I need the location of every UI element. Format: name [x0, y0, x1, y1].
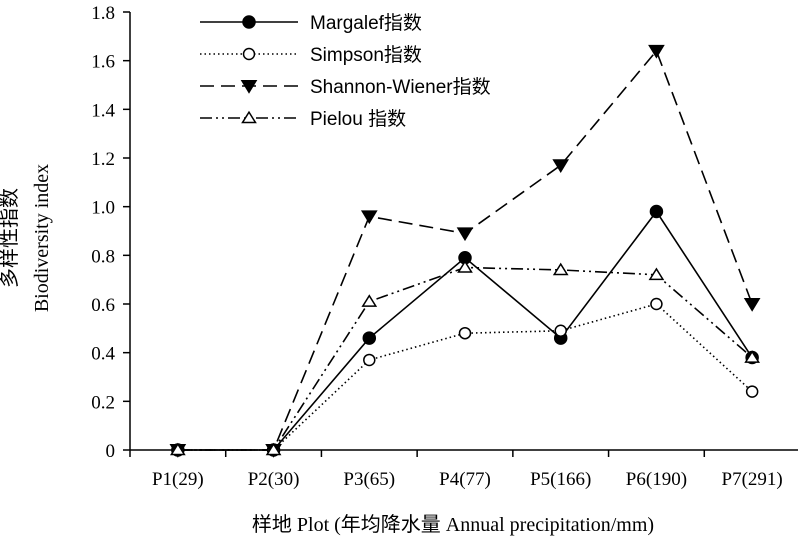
data-point	[554, 324, 567, 338]
legend-label: Simpson指数	[310, 44, 422, 66]
x-tick-label: P7(291)	[722, 469, 783, 490]
data-point	[744, 350, 760, 363]
series-3	[177, 49, 753, 451]
data-point	[743, 298, 761, 312]
legend-label: Margalef指数	[310, 12, 422, 34]
x-tick-label: P2(30)	[248, 469, 300, 490]
x-tick-label: P4(77)	[439, 469, 491, 490]
x-axis-title: 样地 Plot (年均降水量 Annual precipitation/mm)	[252, 513, 654, 536]
series-line	[177, 49, 753, 451]
series-layer	[169, 44, 761, 458]
y-tick-label: 1.0	[91, 198, 115, 219]
legend-marker	[241, 110, 257, 124]
x-tick-label: P6(190)	[626, 469, 687, 490]
data-point	[360, 210, 378, 225]
series-3-markers	[169, 44, 761, 458]
data-point	[170, 442, 186, 456]
axes: 0 0.2 0.4 0.6 0.8 1.0 1.2 1.4 1.6 1.8 P1(29) P2(30)…	[91, 3, 798, 490]
legend-entry: Pielou 指数	[200, 108, 406, 130]
data-point	[552, 159, 570, 174]
y-tick-label: 0	[106, 441, 116, 462]
data-point	[457, 260, 473, 273]
y-axis-title-en: Biodiversity index	[31, 164, 53, 312]
series-2	[177, 303, 753, 451]
y-tick-label: 0.2	[91, 392, 115, 413]
legend-marker	[242, 15, 256, 29]
x-tick-label: P1(29)	[152, 469, 204, 490]
data-point	[362, 331, 377, 345]
data-point	[363, 353, 376, 367]
data-point	[649, 204, 664, 219]
legend-entry: Shannon-Wiener指数	[200, 76, 491, 98]
series-4	[177, 266, 753, 451]
y-tick-label: 1.8	[91, 3, 115, 24]
legend-label: Pielou 指数	[310, 108, 406, 130]
data-point	[456, 227, 474, 242]
data-point	[265, 442, 282, 456]
series-2-markers	[171, 297, 759, 457]
y-tick-label: 1.6	[91, 52, 115, 73]
y-tick-label: 1.2	[91, 149, 115, 170]
y-tick-label: 0.6	[91, 295, 115, 316]
series-line	[177, 266, 753, 451]
series-4-markers	[170, 260, 760, 456]
legend-label: Shannon-Wiener指数	[310, 76, 491, 98]
y-axis-title-cn: 多样性指数	[0, 188, 21, 288]
y-tick-label: 0.4	[91, 344, 115, 365]
legend-entry: Margalef指数	[200, 12, 422, 34]
data-point	[552, 262, 569, 276]
series-line	[177, 303, 753, 451]
legend-marker	[242, 47, 256, 61]
y-tick-label: 0.8	[91, 246, 115, 267]
legend: Margalef指数 Simpson指数 Shannon-Wiener指数 Pielo…	[200, 12, 491, 130]
data-point	[650, 297, 663, 311]
data-point	[458, 326, 472, 340]
legend-marker	[240, 80, 258, 94]
legend-entry: Simpson指数	[200, 44, 422, 66]
y-tick-label: 1.4	[91, 100, 115, 121]
x-tick-label: P5(166)	[530, 469, 591, 490]
data-point	[648, 267, 665, 281]
x-tick-label: P3(65)	[343, 469, 395, 490]
data-point	[745, 385, 759, 398]
data-point	[648, 44, 665, 59]
data-point	[361, 294, 378, 307]
